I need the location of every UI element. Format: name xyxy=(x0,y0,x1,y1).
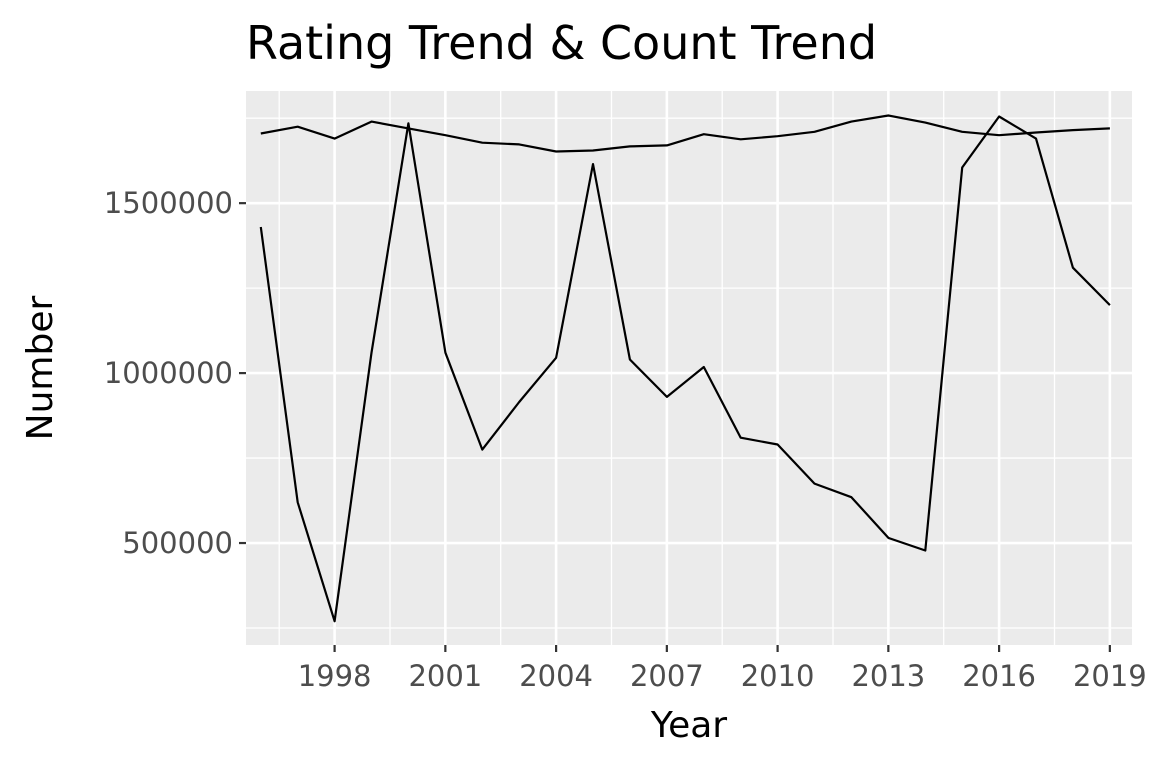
x-tick-label: 2013 xyxy=(851,659,925,693)
y-tick-label: 500000 xyxy=(122,526,233,560)
y-tick-labels: 500000 1000000 1500000 xyxy=(104,186,233,560)
chart-title: Rating Trend & Count Trend xyxy=(246,16,877,70)
series-lines xyxy=(259,114,1111,623)
plot-panel xyxy=(246,91,1132,645)
x-tick-labels: 1998 2001 2004 2007 2010 2013 2016 2019 xyxy=(298,659,1147,693)
x-tick-label: 2019 xyxy=(1073,659,1147,693)
major-gridlines xyxy=(246,91,1132,645)
series-line-2 xyxy=(259,115,1111,623)
x-tick-label: 2004 xyxy=(519,659,593,693)
x-axis-title: Year xyxy=(650,705,727,746)
minor-gridlines xyxy=(246,91,1132,645)
y-tick-label: 1000000 xyxy=(104,356,233,390)
x-tick-label: 2016 xyxy=(962,659,1036,693)
x-tick-label: 2010 xyxy=(741,659,815,693)
x-tick-label: 2001 xyxy=(408,659,482,693)
y-tick-label: 1500000 xyxy=(104,186,233,220)
series-line-1 xyxy=(260,114,1110,153)
y-axis-title: Number xyxy=(20,295,61,440)
x-tick-label: 2007 xyxy=(630,659,704,693)
axis-ticks xyxy=(239,202,1111,652)
x-tick-label: 1998 xyxy=(298,659,372,693)
